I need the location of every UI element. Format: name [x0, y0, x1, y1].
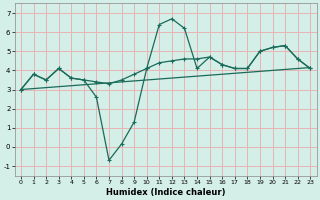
X-axis label: Humidex (Indice chaleur): Humidex (Indice chaleur) [106, 188, 225, 197]
